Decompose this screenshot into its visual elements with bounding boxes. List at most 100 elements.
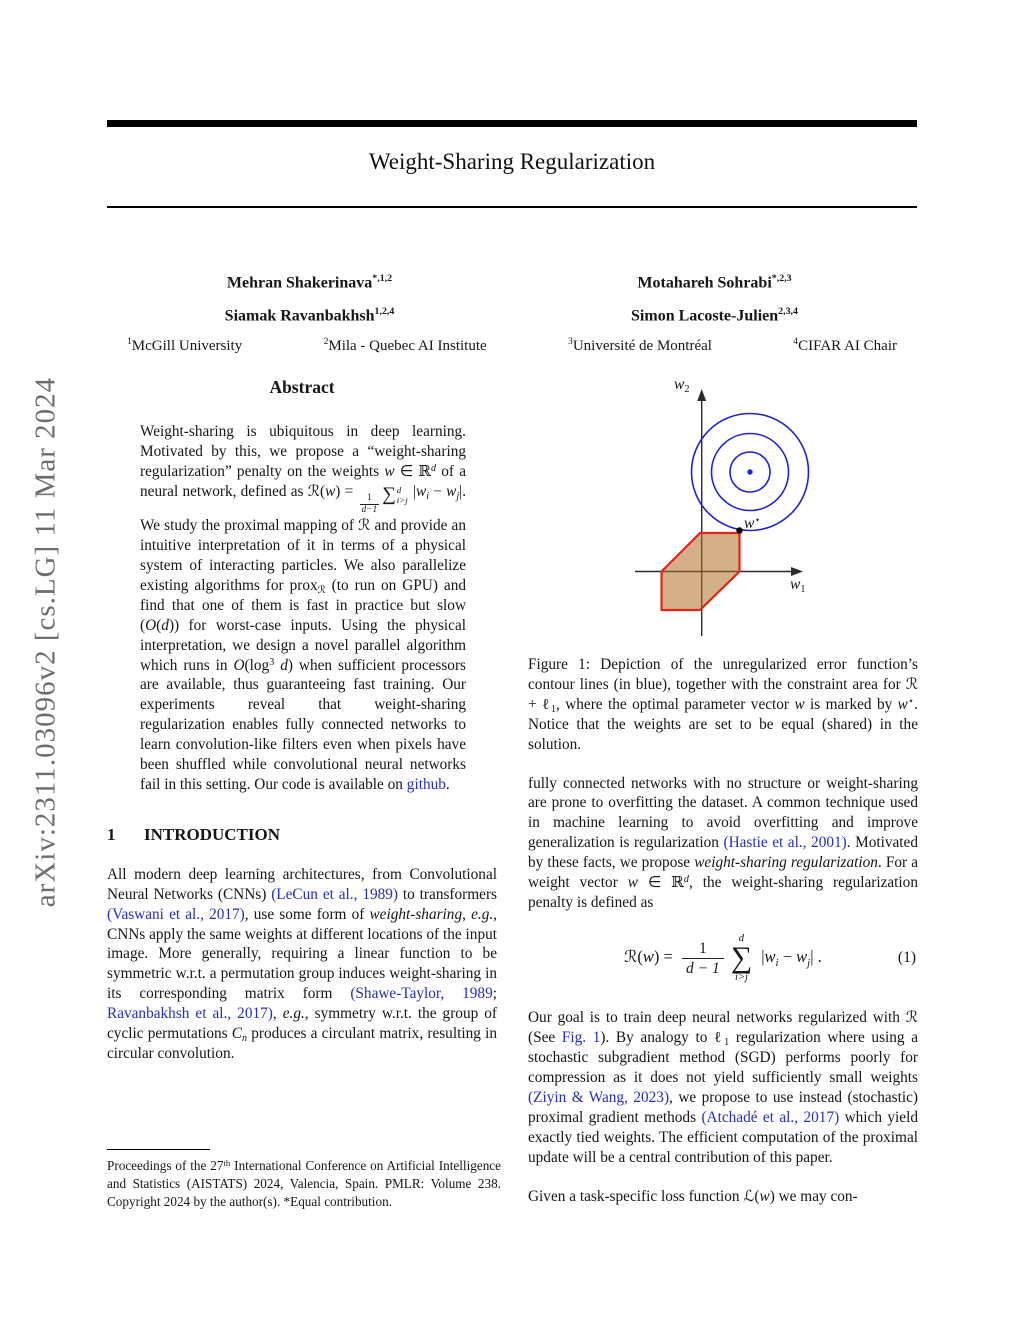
text-fragment: O — [233, 656, 245, 674]
abstract-text: Weight-sharing is ubiquitous in deep lea… — [140, 422, 467, 793]
text-fragment: w — [627, 874, 638, 892]
title-rule — [107, 206, 917, 208]
text-fragment: ℝ — [671, 873, 684, 892]
contour-circle-outer — [690, 412, 810, 532]
github-link[interactable]: github — [406, 775, 446, 793]
text-fragment: e.g. — [282, 1005, 305, 1023]
contour-center-dot — [747, 469, 753, 475]
figure-1-plot — [635, 389, 810, 636]
text-fragment: weight-sharing regularization — [694, 854, 878, 872]
paragraph: fully connected networks with no structu… — [528, 774, 918, 911]
text-fragment: ℛ — [307, 481, 320, 500]
left-column: Abstract Weight-sharing is ubiquitous in… — [107, 377, 497, 1064]
affiliation-name: Université de Montréal — [572, 337, 712, 354]
text-fragment: w — [794, 695, 805, 713]
affiliation-name: CIFAR AI Chair — [798, 337, 897, 354]
text-fragment: w — [325, 482, 336, 500]
affiliation-sup: 2 — [323, 335, 329, 347]
footnote-text: Proceedings of the 27th International Co… — [107, 1157, 501, 1209]
text-fragment: w — [759, 1187, 770, 1205]
text-fragment: ℛ — [317, 584, 326, 596]
top-rule — [107, 120, 917, 127]
citation-link[interactable]: (LeCun et al., 1989) — [271, 885, 399, 903]
text-fragment: w — [796, 947, 808, 967]
affiliation-sup: 4 — [793, 335, 799, 347]
affiliation: 4CIFAR AI Chair — [793, 336, 897, 355]
footnote-rule — [107, 1149, 210, 1150]
x-axis-arrow — [791, 567, 803, 576]
y-axis-arrow — [697, 389, 707, 401]
text-fragment: w — [674, 376, 685, 393]
footnote: Proceedings of the 27th International Co… — [107, 1149, 501, 1211]
paragraph: Our goal is to train deep neural network… — [528, 1008, 919, 1166]
author-name-text: Motahareh Sohrabi — [637, 274, 772, 292]
affiliation-name: Mila - Quebec AI Institute — [328, 337, 487, 354]
author-affil-sup: *,1,2 — [372, 273, 393, 284]
text-fragment: e.g. — [471, 905, 494, 923]
citation-link[interactable]: (Ziyin & Wang, 2023) — [528, 1089, 670, 1106]
text-fragment: 2 — [684, 384, 690, 396]
citation-link[interactable]: (Shawe-Taylor, 1989 — [350, 985, 493, 1003]
author-name: Mehran Shakerinava*,1,2 — [107, 264, 512, 297]
text-fragment: d — [161, 616, 169, 634]
author-name-text: Simon Lacoste-Julien — [631, 307, 779, 325]
text-fragment: i — [426, 490, 429, 502]
text-fragment: j — [807, 956, 811, 969]
text-fragment: d — [280, 656, 288, 674]
abstract-heading: Abstract — [269, 377, 335, 397]
text-fragment: C — [231, 1025, 242, 1043]
affiliations-row: 1McGill University 2Mila - Quebec AI Ins… — [107, 336, 917, 355]
citation-link[interactable]: (Hastie et al., 2001) — [723, 834, 847, 852]
text-fragment: w — [384, 462, 395, 480]
text-fragment: w — [415, 482, 427, 500]
authors-block: Mehran Shakerinava*,1,2 Siamak Ravanbakh… — [107, 264, 917, 355]
text-fragment: ℛ — [358, 516, 371, 535]
section-heading-introduction: 1 INTRODUCTION — [107, 825, 497, 845]
affiliation: 3Université de Montréal — [568, 336, 712, 355]
citation-link[interactable]: (Vaswani et al., 2017) — [107, 905, 245, 923]
author-name: Simon Lacoste-Julien2,3,4 — [512, 297, 917, 330]
optimum-point-dot — [736, 527, 743, 534]
author-name: Siamak Ravanbakhsh1,2,4 — [107, 297, 512, 330]
figure-1: w2 w1 w⋆ — [528, 375, 918, 640]
text-fragment: n — [242, 1033, 248, 1045]
text-fragment: ⋆ — [754, 515, 761, 527]
text-fragment: w — [744, 515, 755, 532]
contour-circle-middle — [710, 432, 790, 512]
citation-link[interactable]: (Atchadé et al., 2017) — [701, 1108, 840, 1126]
text-fragment: w — [446, 482, 457, 500]
text-fragment: 1 — [724, 1037, 730, 1049]
constraint-region-hexagon — [660, 531, 741, 612]
text-fragment: ℛ — [624, 947, 638, 967]
citation-link[interactable]: Ravanbakhsh et al., 2017) — [107, 1005, 273, 1023]
text-fragment: O — [145, 616, 157, 634]
contour-circle-inner — [729, 451, 771, 493]
affiliation-sup: 3 — [568, 335, 573, 347]
author-affil-sup: 1,2,4 — [374, 306, 395, 318]
affiliation: 1McGill University — [127, 336, 242, 355]
author-name-text: Mehran Shakerinava — [226, 274, 373, 292]
affiliation-name: McGill University — [131, 337, 243, 354]
author-name-text: Siamak Ravanbakhsh — [224, 307, 375, 325]
right-column: w2 w1 w⋆ Figure 1: Depiction of the unre… — [528, 375, 919, 1207]
text-fragment: d — [431, 462, 437, 474]
text-fragment: 1 — [550, 703, 556, 715]
optimum-label: w⋆ — [744, 514, 761, 534]
author-affil-sup: 2,3,4 — [778, 306, 798, 318]
paper-title: Weight-Sharing Regularization — [368, 149, 656, 174]
axis-label-w2: w2 — [674, 375, 689, 395]
equation-number: (1) — [897, 948, 916, 966]
text-fragment: d — [683, 874, 689, 886]
text-fragment: i — [775, 956, 779, 969]
author-name: Motahareh Sohrabi*,2,3 — [512, 264, 917, 297]
affiliation-sup: 1 — [127, 335, 132, 347]
figure-ref-link[interactable]: Fig. 1 — [561, 1029, 601, 1047]
text-fragment: weight-sharing — [369, 905, 463, 923]
paragraph: Given a task-specific loss function ℒ(w)… — [528, 1186, 858, 1205]
author-affil-sup: *,2,3 — [771, 273, 792, 284]
text-fragment: ℒ — [743, 1186, 755, 1205]
figure-caption: Figure 1: Depiction of the unregularized… — [528, 656, 918, 753]
